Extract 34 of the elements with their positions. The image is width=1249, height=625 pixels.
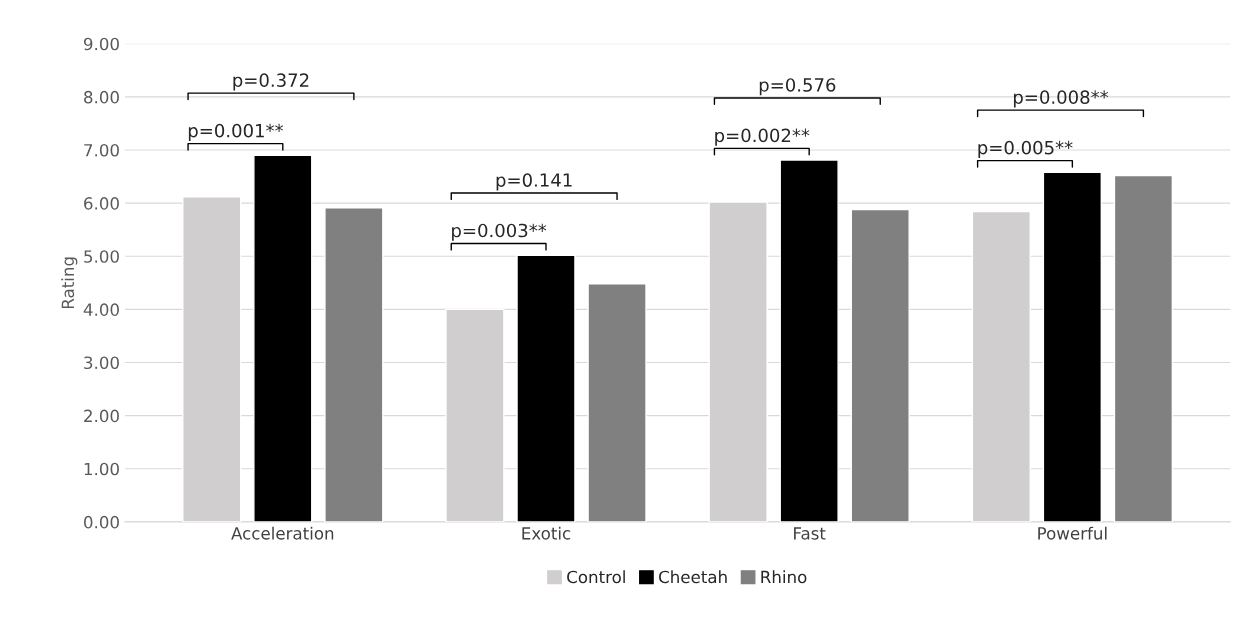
annotation: p=0.002** [715, 128, 810, 146]
legend-label: Control [567, 570, 625, 584]
y-tick-label: 5.00 [84, 250, 119, 263]
x-tick-label: Fast [794, 527, 826, 540]
x-tick-label: Acceleration [231, 526, 334, 540]
y-tick-label: 6.00 [84, 197, 119, 210]
annotation: p=0.576 [759, 78, 836, 96]
annotation: p=0.003** [452, 223, 547, 241]
bar [850, 208, 910, 522]
x-tick-label: Powerful [1038, 526, 1107, 540]
y-axis-title: Rating [61, 257, 78, 309]
annotation: p=0.008** [1013, 90, 1109, 108]
legend-label: Rhino [761, 570, 807, 584]
y-tick-label: 2.00 [84, 409, 119, 423]
x-tick-label: Exotic [522, 526, 571, 540]
y-tick-label: 9.00 [83, 37, 119, 51]
bar [516, 254, 576, 522]
annotation: p=0.005** [978, 140, 1073, 158]
bar [324, 207, 384, 522]
annotation: p=0.001** [188, 123, 284, 141]
y-tick-label: 8.00 [84, 90, 119, 104]
y-tick-label: 3.00 [84, 356, 119, 370]
y-tick-label: 1.00 [84, 462, 119, 476]
bar [1042, 171, 1103, 522]
y-tick-label: 4.00 [83, 303, 119, 316]
legend-label: Cheetah [659, 570, 727, 584]
y-tick-label: 0.00 [84, 515, 119, 529]
annotation: p=0.372 [233, 73, 309, 91]
bar [1113, 174, 1174, 522]
bar [779, 159, 839, 522]
bar [253, 154, 313, 522]
annotation: p=0.141 [496, 173, 572, 191]
bar [587, 283, 647, 522]
y-tick-label: 7.00 [84, 143, 119, 157]
